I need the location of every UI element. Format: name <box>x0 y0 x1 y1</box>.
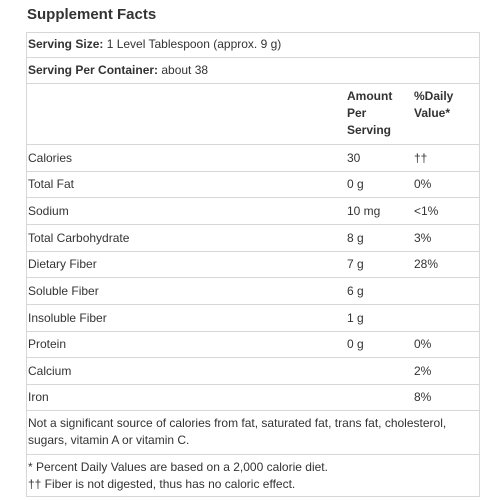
nutrient-amount: 10 mg <box>347 204 381 218</box>
divider <box>26 454 480 455</box>
nutrient-name: Calories <box>28 151 73 165</box>
amount-header-line-1: Amount <box>347 89 393 103</box>
nutrient-amount: 0 g <box>347 337 364 351</box>
nutrient-name: Total Fat <box>28 177 75 191</box>
amount-header-line-3: Serving <box>347 123 392 137</box>
nutrient-name: Sodium <box>28 204 69 218</box>
divider <box>26 32 480 33</box>
nutrient-amount: 0 g <box>347 177 364 191</box>
serving-size-label: Serving Size: <box>28 37 104 51</box>
divider <box>26 331 480 332</box>
nutrient-amount: 30 <box>347 151 361 165</box>
daily-value-header: %Daily Value* <box>414 88 453 122</box>
nutrient-amount: 6 g <box>347 284 364 298</box>
divider <box>26 357 480 358</box>
nutrient-daily-value: 28% <box>414 257 439 271</box>
servings-per-container: Serving Per Container: about 38 <box>28 63 208 77</box>
dv-header-line-2: Value* <box>414 106 451 120</box>
nutrient-daily-value: †† <box>414 151 428 165</box>
nutrient-daily-value: 0% <box>414 337 432 351</box>
nutrient-amount: 7 g <box>347 257 364 271</box>
amount-header-line-2: Per <box>347 106 367 120</box>
divider <box>26 304 480 305</box>
divider <box>26 496 480 497</box>
nutrient-name: Insoluble Fiber <box>28 311 107 325</box>
divider <box>26 144 480 145</box>
nutrient-daily-value: 0% <box>414 177 432 191</box>
nutrient-daily-value: <1% <box>414 204 439 218</box>
footnote-fiber: †† Fiber is not digested, thus has no ca… <box>28 477 296 491</box>
left-border <box>26 32 27 497</box>
nutrient-name: Iron <box>28 390 49 404</box>
right-border <box>479 32 480 497</box>
divider <box>26 57 480 58</box>
not-significant-note: Not a significant source of calories fro… <box>28 416 447 447</box>
nutrient-name: Calcium <box>28 364 72 378</box>
panel-title: Supplement Facts <box>27 6 157 23</box>
amount-per-serving-header: Amount Per Serving <box>347 88 392 139</box>
serving-size-value: 1 Level Tablespoon (approx. 9 g) <box>103 37 282 51</box>
nutrient-daily-value: 2% <box>414 364 432 378</box>
divider <box>26 410 480 411</box>
nutrient-name: Dietary Fiber <box>28 257 97 271</box>
divider <box>26 251 480 252</box>
divider <box>26 197 480 198</box>
nutrient-daily-value: 3% <box>414 231 432 245</box>
servings-per-container-label: Serving Per Container: <box>28 63 159 77</box>
divider <box>26 224 480 225</box>
divider <box>26 171 480 172</box>
nutrient-amount: 1 g <box>347 311 364 325</box>
nutrient-amount: 8 g <box>347 231 364 245</box>
divider <box>26 83 480 84</box>
nutrient-name: Soluble Fiber <box>28 284 99 298</box>
divider <box>26 277 480 278</box>
serving-size: Serving Size: 1 Level Tablespoon (approx… <box>28 37 281 51</box>
nutrient-name: Total Carbohydrate <box>28 231 130 245</box>
nutrient-name: Protein <box>28 337 67 351</box>
footnote-daily-values: * Percent Daily Values are based on a 2,… <box>28 460 328 474</box>
nutrient-daily-value: 8% <box>414 390 432 404</box>
dv-header-line-1: %Daily <box>414 89 454 103</box>
servings-per-container-value: about 38 <box>158 63 209 77</box>
divider <box>26 384 480 385</box>
